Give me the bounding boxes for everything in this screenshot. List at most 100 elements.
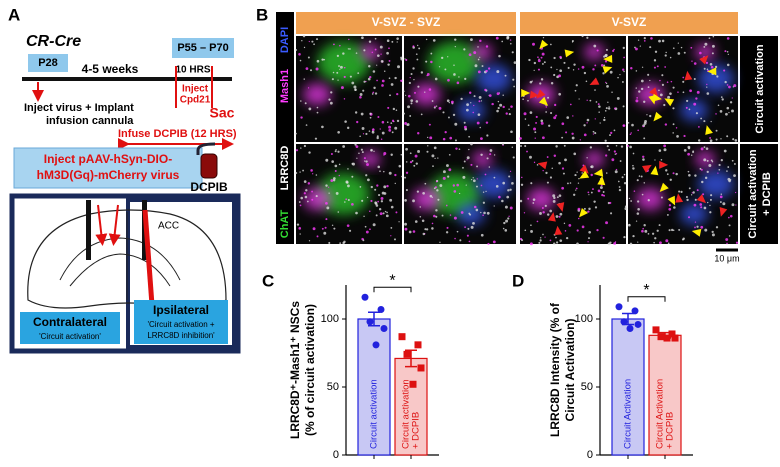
speckle bbox=[396, 41, 398, 43]
speckle bbox=[326, 206, 330, 210]
speckle bbox=[714, 65, 718, 69]
speckle bbox=[422, 232, 426, 236]
speckle bbox=[342, 145, 346, 148]
speckle bbox=[501, 40, 504, 43]
p55-p70: P55 – P70 bbox=[177, 42, 228, 54]
speckle bbox=[700, 147, 704, 151]
speckle bbox=[677, 91, 679, 93]
speckle bbox=[678, 190, 681, 193]
speckle bbox=[559, 69, 563, 73]
speckle bbox=[480, 153, 483, 157]
speckle bbox=[554, 103, 557, 107]
speckle bbox=[304, 102, 307, 105]
speckle bbox=[364, 225, 367, 228]
speckle bbox=[694, 226, 696, 229]
speckle bbox=[359, 95, 362, 99]
speckle bbox=[682, 80, 685, 83]
stain bbox=[428, 41, 481, 84]
speckle bbox=[670, 80, 673, 83]
speckle bbox=[383, 151, 387, 155]
speckle bbox=[347, 198, 350, 201]
stain bbox=[317, 41, 370, 84]
speckle bbox=[605, 82, 608, 85]
speckle bbox=[398, 221, 400, 223]
speckle bbox=[424, 228, 427, 231]
charts: C 0 50 100 LRRC8D⁺-Mash1⁺ NSCs (% of circuit … bbox=[262, 271, 693, 461]
speckle bbox=[416, 190, 420, 193]
speckle bbox=[677, 52, 681, 55]
speckle bbox=[614, 170, 618, 174]
speckle bbox=[632, 167, 635, 170]
speckle bbox=[485, 45, 489, 48]
sac: Sac bbox=[210, 105, 235, 121]
speckle bbox=[428, 123, 431, 126]
speckle bbox=[649, 46, 652, 49]
cannula bbox=[86, 200, 91, 260]
speckle bbox=[366, 163, 369, 166]
speckle bbox=[470, 163, 473, 166]
speckle bbox=[673, 206, 676, 209]
stain bbox=[412, 187, 441, 211]
panel-label: B bbox=[256, 5, 268, 24]
speckle bbox=[552, 199, 556, 203]
speckle bbox=[558, 161, 561, 165]
speckle bbox=[602, 236, 605, 239]
speckle bbox=[553, 196, 556, 200]
speckle bbox=[369, 116, 372, 119]
speckle bbox=[377, 115, 380, 118]
speckle bbox=[568, 224, 572, 227]
speckle bbox=[368, 65, 371, 68]
speckle bbox=[564, 158, 567, 162]
speckle bbox=[463, 160, 466, 163]
speckle bbox=[561, 186, 565, 190]
speckle bbox=[429, 136, 433, 140]
speckle bbox=[555, 145, 558, 148]
stain bbox=[303, 83, 332, 106]
significance-bracket bbox=[373, 286, 412, 293]
speckle bbox=[588, 194, 590, 196]
speckle bbox=[331, 160, 334, 163]
speckle bbox=[295, 49, 298, 51]
speckle bbox=[588, 237, 591, 240]
speckle bbox=[408, 230, 412, 234]
speckle bbox=[355, 52, 358, 54]
speckle bbox=[724, 80, 727, 84]
speckle bbox=[699, 51, 702, 55]
speckle bbox=[589, 146, 593, 149]
speckle bbox=[624, 207, 628, 211]
virus: hM3D(Gq)-mCherry virus bbox=[37, 168, 180, 182]
speckle bbox=[339, 44, 341, 47]
bar bbox=[394, 357, 428, 456]
speckle bbox=[705, 147, 709, 150]
speckle bbox=[393, 238, 396, 241]
speckle bbox=[390, 227, 393, 229]
speckle bbox=[607, 242, 611, 246]
speckle bbox=[370, 185, 373, 189]
speckle bbox=[692, 150, 694, 152]
arrowhead bbox=[675, 193, 684, 203]
speckle bbox=[356, 120, 359, 124]
speckle bbox=[507, 217, 510, 220]
panel-label: C bbox=[262, 271, 274, 290]
speckle bbox=[433, 146, 437, 150]
speckle bbox=[539, 239, 542, 242]
arrowhead bbox=[579, 207, 588, 218]
speckle bbox=[672, 172, 675, 175]
speckle bbox=[549, 209, 553, 213]
speckle bbox=[608, 106, 610, 108]
speckle bbox=[504, 74, 507, 77]
speckle bbox=[637, 129, 640, 132]
speckle bbox=[623, 56, 625, 59]
speckle bbox=[496, 92, 500, 96]
speckle bbox=[669, 56, 672, 59]
speckle bbox=[353, 85, 357, 89]
speckle bbox=[720, 138, 722, 140]
speckle bbox=[330, 152, 333, 156]
speckle bbox=[449, 136, 453, 140]
speckle bbox=[647, 86, 650, 89]
tube bbox=[196, 142, 216, 155]
speckle bbox=[407, 105, 411, 109]
speckle bbox=[605, 221, 608, 225]
speckle bbox=[468, 91, 472, 94]
speckle bbox=[377, 200, 379, 203]
